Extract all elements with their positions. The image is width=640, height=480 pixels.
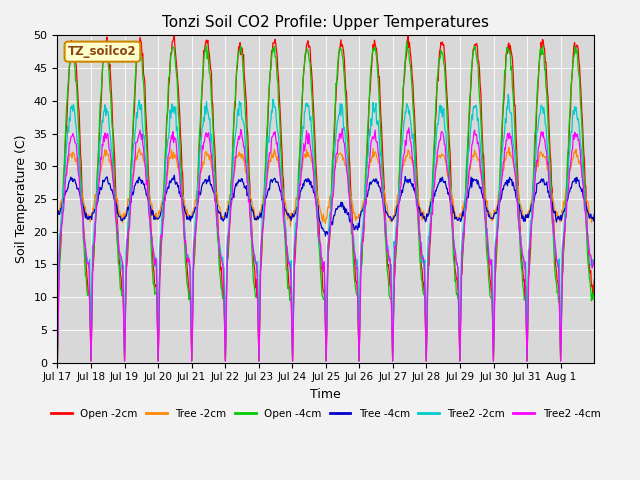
Tree -2cm (262, 183, 270, 189)
Tree -4cm (170, 172, 178, 178)
Tree2 -4cm (412, 189, 420, 195)
Line: Open -2cm: Open -2cm (58, 36, 595, 361)
Tree -2cm (215, 204, 223, 210)
Tree -4cm (116, 214, 124, 220)
Open -2cm (591, 277, 598, 283)
Open -4cm (381, 231, 389, 237)
Tree2 -4cm (242, 161, 250, 167)
Tree -4cm (54, 211, 61, 216)
Tree -4cm (322, 233, 330, 239)
Tree -2cm (591, 218, 598, 224)
Line: Tree2 -4cm: Tree2 -4cm (58, 128, 595, 361)
Tree2 -4cm (262, 186, 270, 192)
Line: Tree -2cm: Tree -2cm (58, 147, 595, 226)
Open -2cm (412, 142, 420, 147)
Tree2 -2cm (381, 216, 389, 222)
Y-axis label: Soil Temperature (C): Soil Temperature (C) (15, 135, 28, 263)
Tree2 -2cm (504, 92, 512, 97)
Tree2 -2cm (242, 147, 250, 153)
Tree -2cm (505, 144, 513, 150)
Tree2 -2cm (591, 257, 598, 263)
Tree2 -4cm (215, 243, 223, 249)
Text: TZ_soilco2: TZ_soilco2 (68, 45, 137, 58)
Open -4cm (242, 116, 250, 122)
Tree -4cm (263, 194, 271, 200)
Open -4cm (403, 39, 410, 45)
Tree -4cm (413, 195, 420, 201)
Tree2 -4cm (591, 257, 598, 263)
Open -2cm (404, 33, 412, 38)
Tree -2cm (116, 214, 124, 220)
Tree -2cm (54, 216, 61, 222)
Tree2 -4cm (381, 222, 389, 228)
Open -2cm (262, 155, 270, 161)
Tree2 -4cm (405, 125, 413, 131)
X-axis label: Time: Time (310, 388, 341, 401)
Open -2cm (215, 241, 223, 247)
Open -2cm (54, 358, 61, 364)
Line: Tree -4cm: Tree -4cm (58, 175, 595, 236)
Open -2cm (116, 271, 124, 277)
Tree2 -4cm (116, 252, 124, 258)
Tree -2cm (412, 179, 420, 184)
Tree -4cm (591, 212, 598, 217)
Open -4cm (54, 358, 61, 364)
Tree -2cm (382, 201, 390, 207)
Tree -2cm (242, 169, 250, 175)
Tree2 -2cm (215, 244, 223, 250)
Tree2 -4cm (54, 359, 61, 364)
Open -4cm (262, 151, 270, 157)
Line: Tree2 -2cm: Tree2 -2cm (58, 95, 595, 353)
Open -4cm (116, 286, 124, 292)
Tree -4cm (383, 209, 390, 215)
Tree2 -2cm (54, 350, 61, 356)
Legend: Open -2cm, Tree -2cm, Open -4cm, Tree -4cm, Tree2 -2cm, Tree2 -4cm: Open -2cm, Tree -2cm, Open -4cm, Tree -4… (47, 405, 605, 423)
Tree2 -2cm (262, 170, 270, 176)
Tree -2cm (287, 223, 294, 229)
Open -4cm (215, 261, 223, 266)
Line: Open -4cm: Open -4cm (58, 42, 595, 361)
Tree -4cm (243, 183, 250, 189)
Open -4cm (591, 285, 598, 290)
Title: Tonzi Soil CO2 Profile: Upper Temperatures: Tonzi Soil CO2 Profile: Upper Temperatur… (163, 15, 490, 30)
Tree2 -2cm (412, 173, 419, 179)
Open -4cm (412, 164, 420, 169)
Tree2 -2cm (116, 257, 124, 263)
Open -2cm (242, 91, 250, 96)
Open -2cm (381, 206, 389, 212)
Tree -4cm (216, 209, 223, 215)
